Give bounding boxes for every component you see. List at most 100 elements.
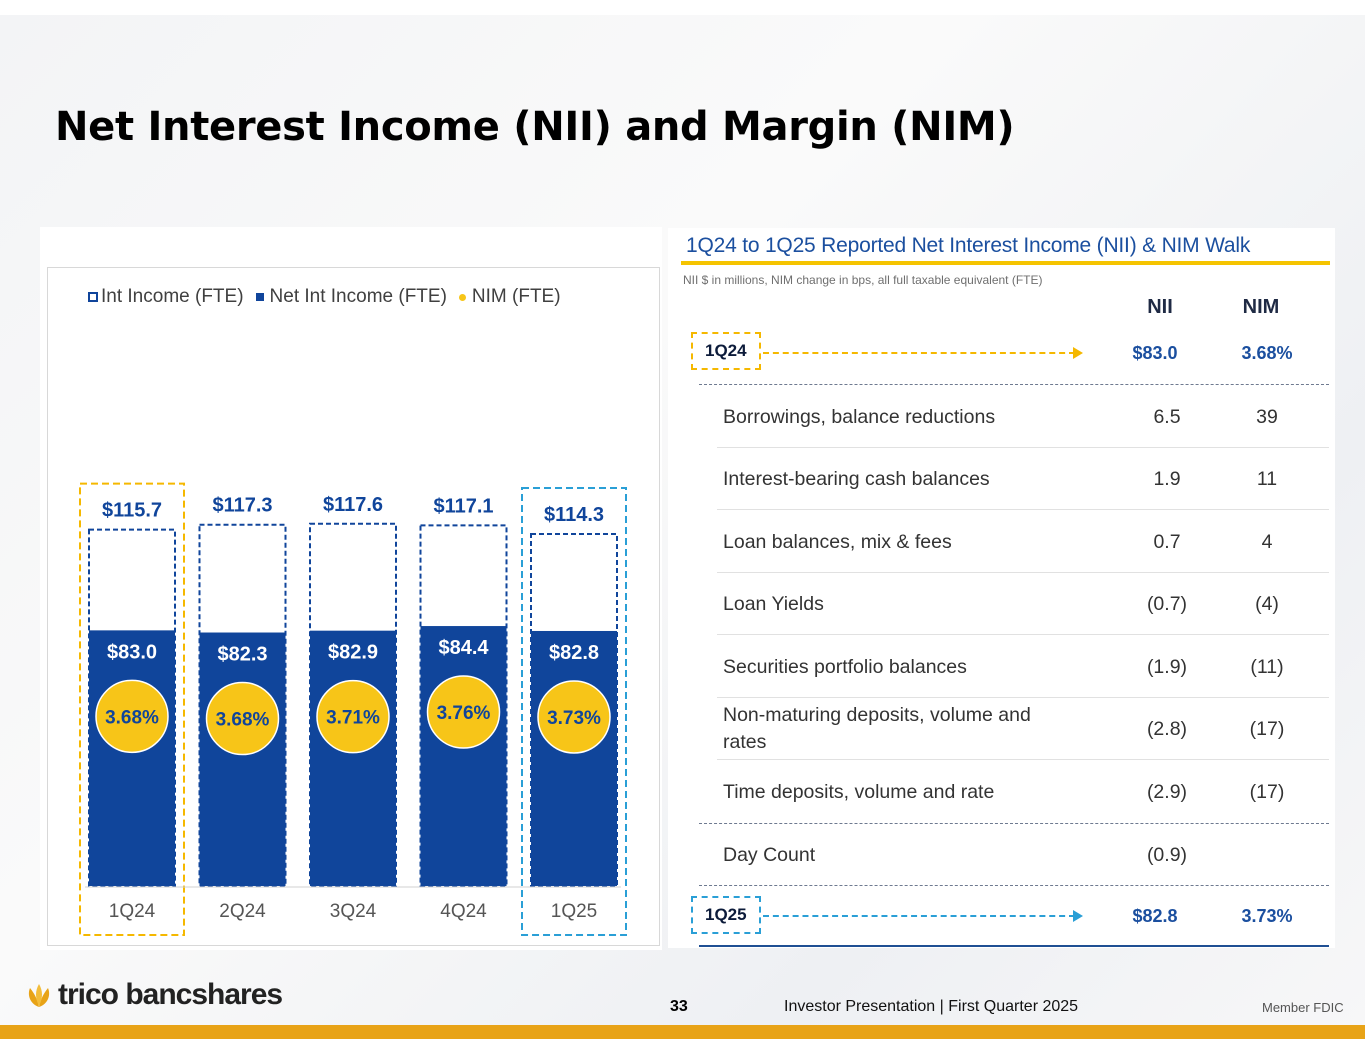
start-label-box: 1Q24 (691, 332, 761, 370)
net-int-income-bar (420, 626, 507, 886)
walk-row-day-count: Day Count (0.9) (717, 824, 1329, 886)
walk-row-nim: 39 (1256, 405, 1278, 428)
walk-row-label: Non-maturing deposits, volume and rates (723, 704, 1031, 753)
walk-title: 1Q24 to 1Q25 Reported Net Interest Incom… (686, 234, 1251, 257)
walk-row-nim: (11) (1250, 655, 1284, 678)
walk-row-nim: (4) (1255, 592, 1279, 615)
walk-row-nim: 4 (1261, 530, 1273, 553)
footer-bar (0, 1025, 1365, 1039)
company-logo: trico bancshares (24, 978, 283, 1012)
nim-label: 3.76% (437, 703, 491, 724)
end-arrow-head-icon (1073, 910, 1083, 922)
walk-row-nii: (0.9) (1146, 843, 1188, 866)
nim-label: 3.73% (547, 708, 601, 729)
legend-int-income-swatch (88, 292, 98, 302)
walk-row-nim: (17) (1249, 780, 1285, 803)
legend-nim-swatch (458, 293, 466, 301)
walk-row-nii: 1.9 (1153, 467, 1181, 490)
end-arrow-line (763, 915, 1075, 917)
net-int-income-bar (310, 630, 396, 886)
walk-row: Borrowings, balance reductions 6.5 39 (717, 386, 1329, 448)
nim-bubble (95, 679, 169, 754)
legend-net-int-income-label: Net Int Income (FTE) (269, 286, 447, 307)
walk-row-label: Borrowings, balance reductions (723, 405, 996, 428)
walk-subtitle: NII $ in millions, NIM change in bps, al… (683, 273, 1043, 287)
start-nim-value: 3.68% (1241, 343, 1293, 363)
footer-text: Investor Presentation | First Quarter 20… (784, 998, 1079, 1015)
int-income-label: $115.7 (102, 500, 162, 522)
walk-row-nim: (17) (1249, 717, 1285, 740)
start-label: 1Q24 (705, 341, 747, 360)
legend-net-int-income: Net Int Income (FTE) (255, 286, 447, 308)
start-nii-value: $83.0 (1132, 343, 1178, 363)
end-nii-value: $82.8 (1132, 906, 1178, 926)
walk-row-nii: 6.5 (1153, 405, 1181, 428)
walk-row: Securities portfolio balances (1.9) (11) (717, 636, 1329, 698)
member-fdic: Member FDIC (1262, 1000, 1344, 1015)
day-count-divider (699, 823, 1329, 824)
nim-label: 3.71% (326, 708, 380, 729)
nim-bubble (537, 680, 611, 754)
chart-legend: Int Income (FTE) Net Int Income (FTE) NI… (88, 286, 573, 308)
walk-row-label: Day Count (723, 843, 816, 866)
logo-text: trico bancshares (58, 978, 283, 1011)
net-int-income-label: $82.8 (549, 642, 599, 664)
net-int-income-label: $82.9 (328, 642, 378, 664)
net-int-income-bar (89, 630, 175, 886)
nim-label: 3.68% (216, 710, 270, 731)
legend-int-income: Int Income (FTE) (88, 286, 244, 308)
walk-panel (668, 228, 1335, 948)
walk-row-nii: (2.9) (1146, 780, 1188, 803)
net-int-income-bar (531, 630, 617, 886)
legend-nim: NIM (FTE) (458, 286, 561, 308)
walk-row-label: Securities portfolio balances (723, 655, 967, 678)
walk-row: Loan Yields (0.7) (4) (717, 573, 1329, 635)
int-income-label: $117.3 (212, 495, 272, 517)
end-label: 1Q25 (705, 905, 747, 924)
net-int-income-bar (199, 632, 286, 886)
x-tick-label: 2Q24 (219, 901, 266, 922)
walk-row: Time deposits, volume and rate (2.9) (17… (717, 761, 1329, 823)
end-underline (699, 945, 1329, 947)
end-label-box: 1Q25 (691, 896, 761, 934)
walk-row: Non-maturing deposits, volume and rates … (717, 698, 1329, 760)
nim-bubble (205, 681, 280, 756)
net-int-income-label: $82.3 (217, 644, 267, 666)
page-number: 33 (670, 998, 688, 1015)
int-income-label: $117.6 (323, 494, 383, 516)
int-income-label: $114.3 (544, 504, 604, 526)
x-tick-label: 3Q24 (330, 901, 377, 922)
walk-title-underline (681, 261, 1330, 265)
end-divider (699, 885, 1329, 886)
x-tick-label: 1Q24 (109, 901, 156, 922)
net-int-income-label: $83.0 (107, 641, 157, 663)
walk-row: Interest-bearing cash balances 1.9 11 (717, 448, 1329, 510)
logo-leaf-icon (28, 984, 50, 1007)
x-tick-label: 1Q25 (551, 901, 597, 922)
start-arrow-head-icon (1073, 347, 1083, 359)
legend-nim-label: NIM (FTE) (471, 286, 561, 307)
nim-label: 3.68% (105, 707, 159, 728)
nim-bubble (426, 675, 501, 749)
walk-row-label: Loan Yields (723, 592, 824, 615)
page-title: Net Interest Income (NII) and Margin (NI… (55, 104, 1015, 150)
end-nim-value: 3.73% (1241, 906, 1293, 926)
walk-row-nim (1217, 824, 1317, 886)
walk-row-label: Time deposits, volume and rate (723, 780, 995, 803)
col-header-nii: NII (1147, 296, 1173, 318)
col-header-nim: NIM (1242, 296, 1280, 318)
highlight-box-1q24 (79, 482, 185, 936)
chart-frame (47, 267, 660, 946)
x-tick-label: 4Q24 (440, 901, 487, 922)
legend-net-int-income-swatch (255, 293, 264, 301)
walk-row-label: Interest-bearing cash balances (723, 467, 990, 490)
start-arrow-line (763, 352, 1075, 354)
nim-bubble (316, 679, 390, 754)
walk-row-nii: 0.7 (1153, 530, 1181, 553)
legend-int-income-label: Int Income (FTE) (101, 286, 244, 307)
walk-row: Loan balances, mix & fees 0.7 4 (717, 511, 1329, 573)
walk-row-nii: (2.8) (1146, 717, 1188, 740)
int-income-label: $117.1 (433, 495, 493, 517)
walk-row-label: Loan balances, mix & fees (723, 530, 952, 553)
